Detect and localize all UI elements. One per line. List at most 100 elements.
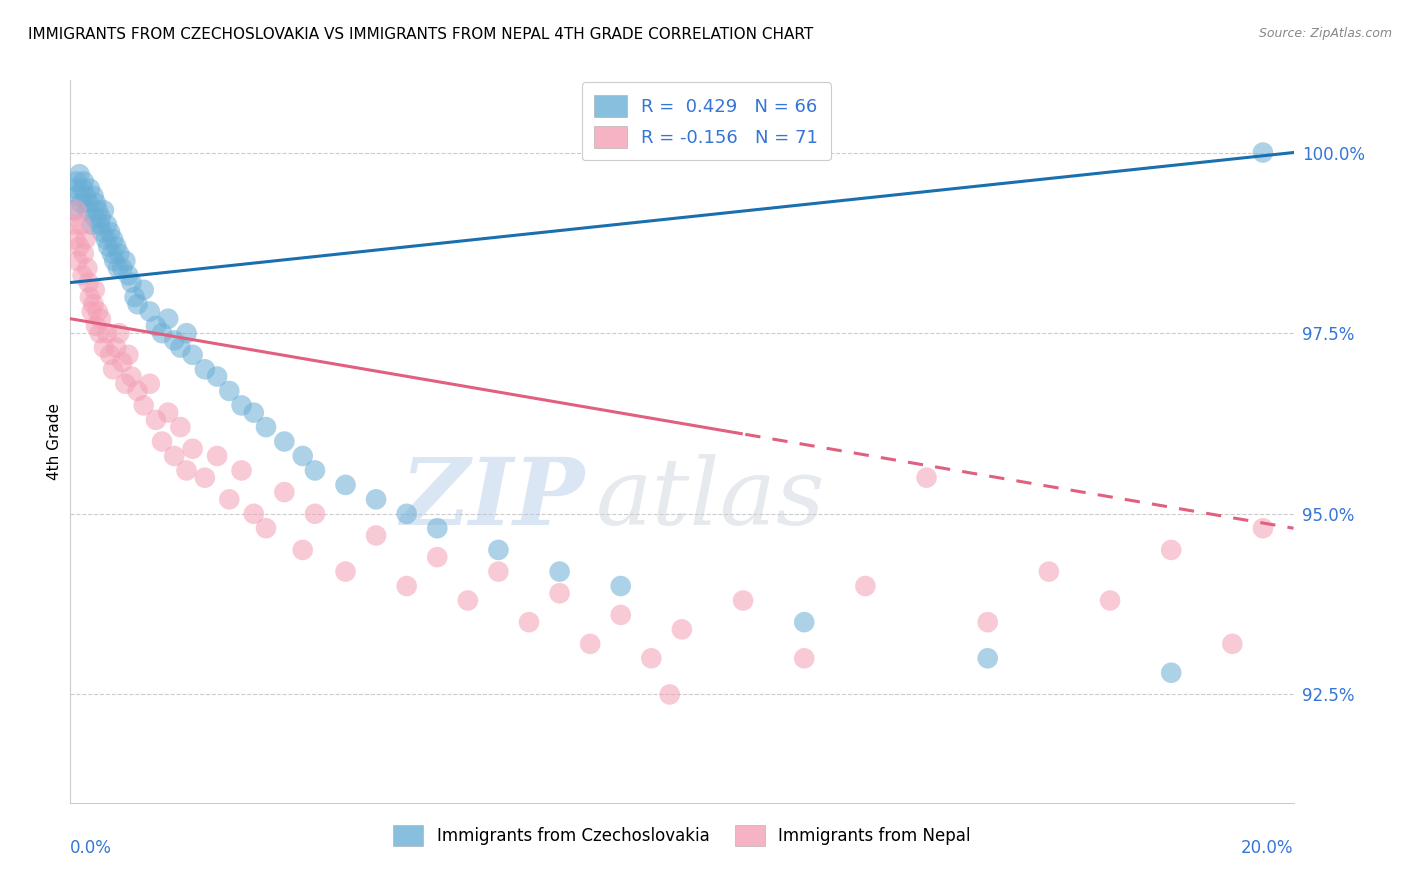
- Point: [73, 174, 96, 188]
- Point: [79, 290, 101, 304]
- Point: [915, 471, 938, 485]
- Point: [87, 203, 110, 218]
- Point: [96, 326, 118, 341]
- Point: [671, 623, 693, 637]
- Point: [90, 211, 112, 225]
- Point: [83, 189, 105, 203]
- Point: [291, 449, 314, 463]
- Point: [169, 341, 191, 355]
- Point: [231, 463, 253, 477]
- Point: [176, 463, 198, 477]
- Point: [1160, 665, 1182, 680]
- Point: [101, 246, 124, 260]
- Point: [96, 218, 118, 232]
- Point: [89, 218, 111, 232]
- Point: [181, 348, 204, 362]
- Text: ZIP: ZIP: [399, 454, 583, 544]
- Point: [426, 521, 449, 535]
- Point: [243, 507, 266, 521]
- Point: [83, 283, 105, 297]
- Point: [793, 651, 815, 665]
- Y-axis label: 4th Grade: 4th Grade: [46, 403, 62, 480]
- Point: [80, 218, 103, 232]
- Point: [194, 471, 217, 485]
- Point: [84, 318, 107, 333]
- Point: [218, 492, 240, 507]
- Point: [83, 297, 105, 311]
- Point: [65, 174, 87, 188]
- Point: [517, 615, 540, 630]
- Point: [1220, 637, 1243, 651]
- Point: [89, 326, 111, 341]
- Point: [139, 304, 162, 318]
- Point: [291, 542, 314, 557]
- Point: [426, 550, 449, 565]
- Point: [80, 304, 103, 318]
- Text: atlas: atlas: [596, 454, 825, 544]
- Point: [93, 341, 115, 355]
- Point: [1251, 145, 1274, 160]
- Point: [69, 239, 91, 253]
- Point: [176, 326, 198, 341]
- Point: [273, 434, 295, 449]
- Point: [335, 565, 357, 579]
- Point: [254, 420, 277, 434]
- Text: IMMIGRANTS FROM CZECHOSLOVAKIA VS IMMIGRANTS FROM NEPAL 4TH GRADE CORRELATION CH: IMMIGRANTS FROM CZECHOSLOVAKIA VS IMMIGR…: [28, 27, 813, 42]
- Point: [77, 196, 100, 211]
- Point: [75, 189, 97, 203]
- Point: [72, 268, 94, 283]
- Point: [121, 276, 143, 290]
- Point: [163, 449, 186, 463]
- Point: [366, 492, 388, 507]
- Point: [76, 203, 98, 218]
- Point: [117, 268, 139, 283]
- Point: [65, 203, 87, 218]
- Point: [132, 283, 155, 297]
- Point: [548, 565, 571, 579]
- Point: [194, 362, 217, 376]
- Point: [163, 334, 186, 348]
- Point: [101, 362, 124, 376]
- Point: [273, 485, 295, 500]
- Point: [610, 607, 633, 622]
- Point: [231, 398, 253, 412]
- Text: 20.0%: 20.0%: [1241, 838, 1294, 857]
- Point: [205, 449, 228, 463]
- Point: [114, 376, 136, 391]
- Point: [70, 218, 93, 232]
- Point: [91, 225, 114, 239]
- Point: [488, 565, 510, 579]
- Point: [105, 239, 128, 253]
- Point: [304, 463, 326, 477]
- Point: [83, 211, 105, 225]
- Point: [243, 406, 266, 420]
- Legend: Immigrants from Czechoslovakia, Immigrants from Nepal: Immigrants from Czechoslovakia, Immigran…: [387, 819, 977, 852]
- Point: [150, 326, 173, 341]
- Point: [731, 593, 754, 607]
- Point: [793, 615, 815, 630]
- Point: [75, 232, 97, 246]
- Point: [395, 579, 418, 593]
- Point: [62, 203, 84, 218]
- Point: [254, 521, 277, 535]
- Text: Source: ZipAtlas.com: Source: ZipAtlas.com: [1258, 27, 1392, 40]
- Point: [127, 384, 149, 398]
- Point: [66, 253, 89, 268]
- Text: 0.0%: 0.0%: [70, 838, 112, 857]
- Point: [579, 637, 602, 651]
- Point: [111, 355, 134, 369]
- Point: [97, 239, 120, 253]
- Point: [124, 290, 146, 304]
- Point: [1099, 593, 1122, 607]
- Point: [335, 478, 357, 492]
- Point: [150, 434, 173, 449]
- Point: [63, 232, 86, 246]
- Point: [63, 182, 86, 196]
- Point: [145, 318, 167, 333]
- Point: [94, 232, 117, 246]
- Point: [1251, 521, 1274, 535]
- Point: [77, 276, 100, 290]
- Point: [139, 376, 162, 391]
- Point: [157, 311, 180, 326]
- Point: [1160, 542, 1182, 557]
